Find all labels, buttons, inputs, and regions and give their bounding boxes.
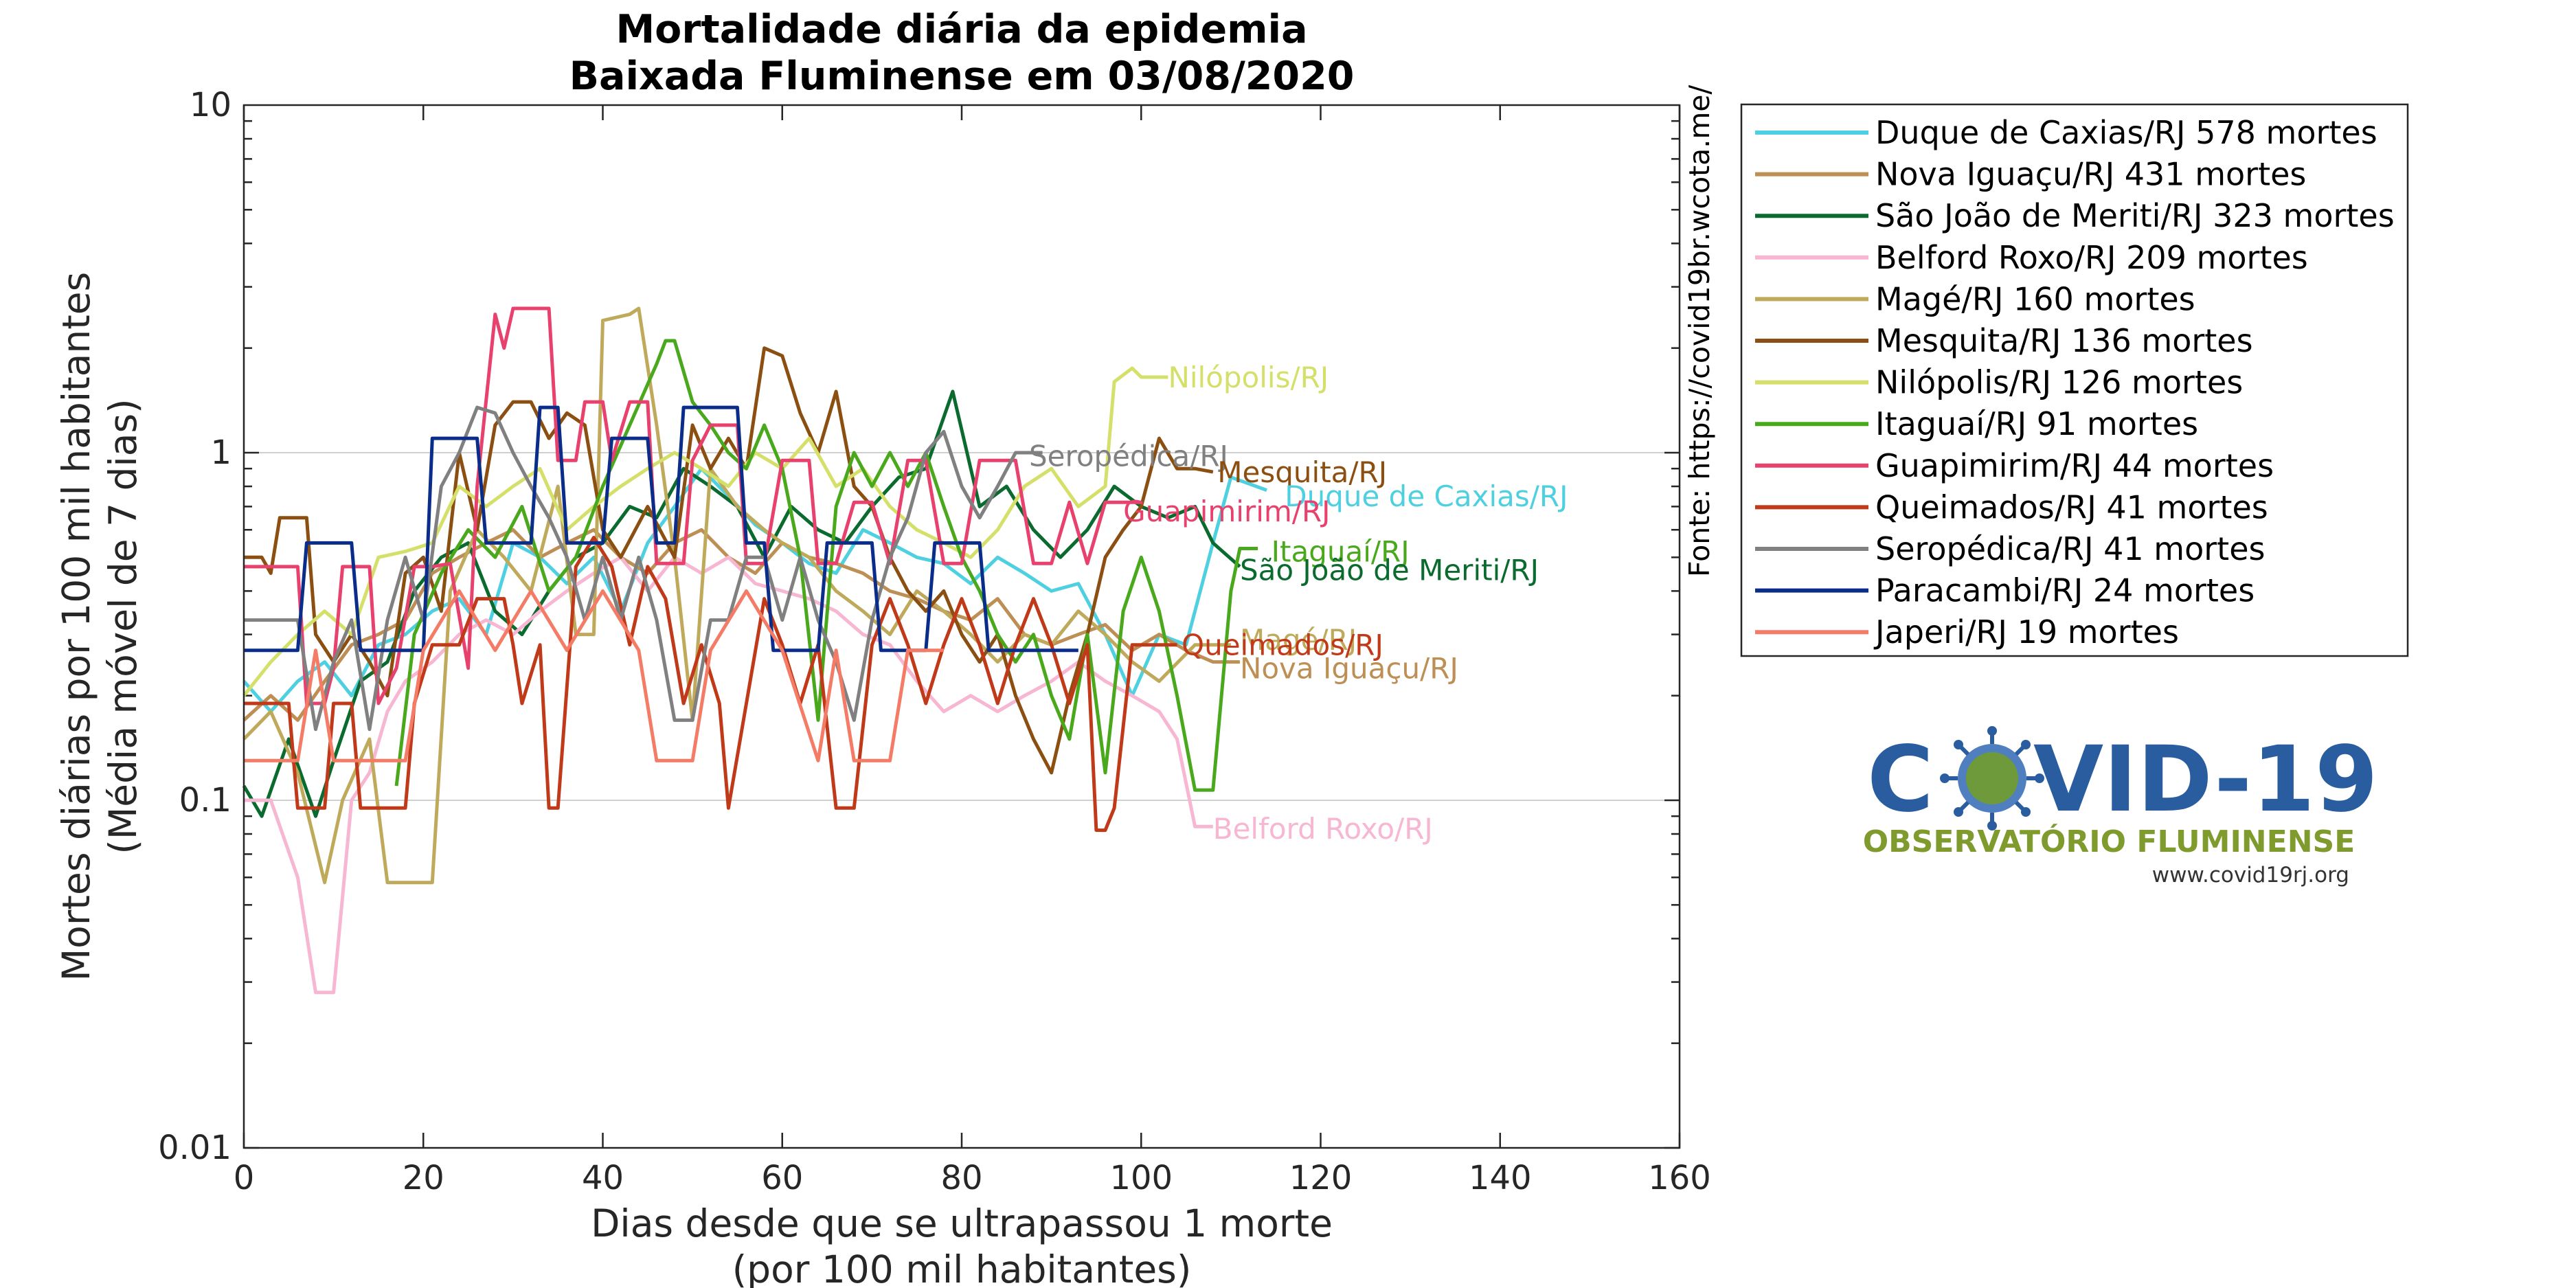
- y-tick-label: 10: [190, 86, 231, 124]
- series-end-label: Nova Iguaçu/RJ: [1240, 652, 1458, 686]
- series-line: [244, 346, 1214, 775]
- y-axis-label-line2: (Média móvel de 7 dias): [101, 398, 145, 854]
- series-end-label: Queimados/RJ: [1182, 629, 1383, 662]
- logo-subtitle: OBSERVATÓRIO FLUMINENSE: [1863, 823, 2355, 859]
- x-tick-label: 80: [940, 1159, 982, 1197]
- y-tick-label: 0.1: [179, 781, 231, 820]
- series-group: [242, 306, 1267, 995]
- legend-entry-label: Itaguaí/RJ 91 mortes: [1875, 405, 2198, 442]
- x-axis-label-line1: Dias desde que se ultrapassou 1 morte: [591, 1201, 1333, 1245]
- series-line: [244, 405, 1078, 653]
- legend-entry-label: Mesquita/RJ 136 mortes: [1875, 322, 2253, 359]
- legend-entry-label: Paracambi/RJ 24 mortes: [1875, 572, 2255, 609]
- legend-entry-label: Nilópolis/RJ 126 mortes: [1875, 364, 2243, 401]
- x-tick-label: 0: [234, 1159, 255, 1197]
- series-line: [242, 366, 1168, 697]
- series-line: [242, 466, 1267, 714]
- legend: Duque de Caxias/RJ 578 mortes Nova Iguaçu…: [1755, 114, 2395, 651]
- logo-url: www.covid19rj.org: [2152, 863, 2349, 888]
- series-line: [244, 306, 1142, 705]
- covid19-logo: C: [1863, 726, 2378, 888]
- series-end-label: Nilópolis/RJ: [1168, 361, 1329, 394]
- x-tick-label: 40: [582, 1159, 624, 1197]
- x-tick-label: 60: [761, 1159, 803, 1197]
- plot-frame: [242, 104, 1681, 1149]
- series-line: [244, 405, 1043, 732]
- chart-subtitle: Baixada Fluminense em 03/08/2020: [569, 54, 1355, 99]
- logo-word-right: VID-19: [2033, 727, 2378, 833]
- x-axis-label-line2: (por 100 mil habitantes): [732, 1247, 1192, 1288]
- source-note: Fonte: https://covid19br.wcota.me/: [1683, 85, 1716, 577]
- legend-entry-label: Queimados/RJ 41 mortes: [1875, 488, 2268, 526]
- series-line: [244, 589, 944, 762]
- x-tick-label: 20: [403, 1159, 444, 1197]
- series-end-label: São João de Meriti/RJ: [1240, 554, 1539, 587]
- x-tick-label: 120: [1289, 1159, 1353, 1197]
- series-line: [244, 536, 1177, 833]
- virus-icon: [1940, 726, 2044, 831]
- series-end-label: Mesquita/RJ: [1217, 455, 1387, 489]
- legend-entry-label: Japeri/RJ 19 mortes: [1873, 613, 2179, 651]
- series-line: [242, 528, 1240, 722]
- logo-word-left: C: [1867, 727, 1934, 833]
- chart-title: Mortalidade diária da epidemia: [615, 7, 1307, 52]
- legend-entry-label: Nova Iguaçu/RJ 431 mortes: [1875, 156, 2306, 193]
- legend-entry-label: Duque de Caxias/RJ 578 mortes: [1875, 114, 2377, 151]
- y-axis-label-line1: Mortes diárias por 100 mil habitantes: [54, 272, 98, 982]
- series-end-label: Seropédica/RJ: [1029, 439, 1228, 473]
- x-tick-label: 160: [1648, 1159, 1711, 1197]
- legend-box: [1740, 103, 2409, 657]
- series-line: [244, 555, 1213, 995]
- legend-entry-label: Magé/RJ 160 mortes: [1875, 280, 2195, 317]
- grid: [244, 452, 1680, 801]
- y-tick-label: 1: [210, 433, 231, 472]
- x-tick-label: 140: [1469, 1159, 1532, 1197]
- x-tick-label: 100: [1109, 1159, 1173, 1197]
- series-end-label: Duque de Caxias/RJ: [1285, 479, 1568, 513]
- series-end-label: Magé/RJ: [1240, 623, 1357, 657]
- legend-entry-label: Belford Roxo/RJ 209 mortes: [1875, 239, 2308, 276]
- series-end-label: Belford Roxo/RJ: [1213, 812, 1433, 846]
- series-end-label: Itaguaí/RJ: [1272, 535, 1410, 569]
- series-end-label: Guapimirim/RJ: [1123, 495, 1330, 528]
- legend-entry-label: Guapimirim/RJ 44 mortes: [1875, 447, 2274, 484]
- legend-entry-label: Seropédica/RJ 41 mortes: [1875, 530, 2265, 567]
- y-tick-label: 0.01: [158, 1129, 231, 1167]
- series-line: [394, 339, 1258, 792]
- legend-entry-label: São João de Meriti/RJ 323 mortes: [1875, 197, 2395, 234]
